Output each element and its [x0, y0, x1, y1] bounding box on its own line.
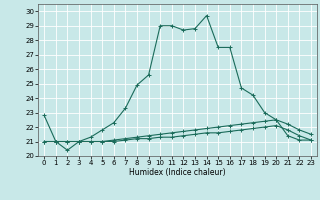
X-axis label: Humidex (Indice chaleur): Humidex (Indice chaleur) — [129, 168, 226, 177]
